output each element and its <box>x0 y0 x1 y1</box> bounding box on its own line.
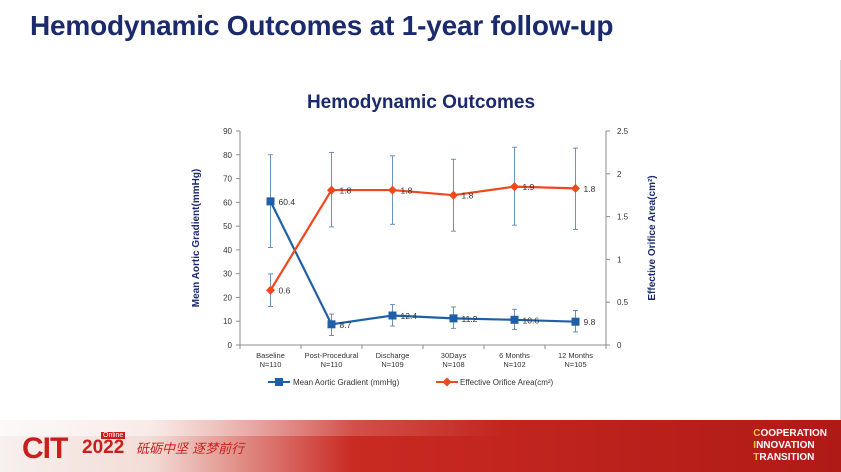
gradient-data-label: 11.2 <box>462 314 478 324</box>
cit-slogan: 砥砺中坚 逐梦前行 <box>136 442 245 457</box>
cit-logo-year: 2022 <box>82 437 125 458</box>
eoa-data-label: 1.8 <box>401 186 413 196</box>
left-tick-label: 30 <box>223 270 232 279</box>
gradient-point <box>571 317 580 326</box>
right-tick-label: 0 <box>617 341 622 350</box>
legend-eoa-marker <box>442 377 452 387</box>
eoa-data-label: 1.9 <box>523 182 535 192</box>
left-tick-label: 90 <box>223 127 232 136</box>
gradient-point <box>449 314 458 323</box>
eoa-point <box>266 285 275 295</box>
gradient-data-label: 9.8 <box>584 317 596 327</box>
eoa-data-label: 1.8 <box>340 186 352 196</box>
x-tick-n-label: N=108 <box>442 360 464 369</box>
left-tick-label: 0 <box>228 341 233 350</box>
right-tick-label: 2.5 <box>617 127 629 136</box>
tagline-innovation-cap: I <box>753 440 757 451</box>
tagline-innovation: INNOVATION <box>753 440 827 452</box>
eoa-data-label: 1.8 <box>584 184 596 194</box>
eoa-point <box>327 185 336 195</box>
tagline-innovation-rest: NNOVATION <box>756 440 815 451</box>
footer-tagline: COOPERATION INNOVATION TRANSITION <box>753 428 827 464</box>
right-axis-title: Effective Orifice Area(cm²) <box>647 175 658 300</box>
x-tick-label: Baseline <box>256 351 285 360</box>
tagline-cooperation-rest: OOPERATION <box>760 428 827 439</box>
x-tick-label: Discharge <box>376 351 410 360</box>
plot-area: 010203040506070809000.511.522.5BaselineN… <box>191 127 658 387</box>
tagline-cooperation-cap: C <box>753 428 761 439</box>
tagline-cooperation: COOPERATION <box>753 428 827 440</box>
right-tick-label: 1 <box>617 255 622 264</box>
gradient-point <box>388 311 397 320</box>
gradient-data-label: 12.4 <box>401 311 418 321</box>
left-tick-label: 60 <box>223 198 232 207</box>
gradient-point <box>266 197 275 206</box>
x-tick-n-label: N=110 <box>321 360 343 369</box>
eoa-point <box>571 183 580 193</box>
x-tick-n-label: N=109 <box>381 360 403 369</box>
cit-logo: CIT <box>22 432 68 465</box>
right-tick-label: 1.5 <box>617 213 629 222</box>
hemodynamic-chart: Hemodynamic Outcomes 0102030405060708090… <box>191 92 658 387</box>
x-tick-label: 12 Months <box>558 351 593 360</box>
legend-gradient-label: Mean Aortic Gradient (mmHg) <box>293 378 400 387</box>
left-tick-label: 40 <box>223 246 232 255</box>
gradient-point <box>510 315 519 324</box>
footer-banner <box>0 420 841 472</box>
tagline-transition-rest: RANSITION <box>759 452 815 463</box>
x-tick-n-label: N=102 <box>503 360 525 369</box>
left-tick-label: 50 <box>223 222 232 231</box>
left-tick-label: 70 <box>223 175 232 184</box>
left-tick-label: 10 <box>223 317 232 326</box>
eoa-data-label: 1.8 <box>462 191 474 201</box>
slide-title: Hemodynamic Outcomes at 1-year follow-up <box>30 10 614 41</box>
gradient-data-label: 8.7 <box>340 320 352 330</box>
right-tick-label: 0.5 <box>617 298 629 307</box>
left-tick-label: 20 <box>223 293 232 302</box>
legend-eoa-label: Effective Orifice Area(cm²) <box>460 378 554 387</box>
eoa-point <box>510 182 519 192</box>
eoa-data-label: 0.6 <box>279 286 291 296</box>
gradient-data-label: 60.4 <box>279 197 296 207</box>
gradient-point <box>327 320 336 329</box>
tagline-transition: TRANSITION <box>753 452 827 464</box>
eoa-point <box>449 190 458 200</box>
x-tick-n-label: N=105 <box>564 360 586 369</box>
x-tick-label: 30Days <box>441 351 467 360</box>
eoa-series-line <box>269 185 576 291</box>
x-tick-label: Post-Procedural <box>305 351 359 360</box>
legend-gradient-marker <box>275 378 283 386</box>
x-tick-n-label: N=110 <box>260 360 282 369</box>
gradient-data-label: 10.6 <box>523 315 540 325</box>
right-tick-label: 2 <box>617 170 622 179</box>
chart-title: Hemodynamic Outcomes <box>307 92 535 113</box>
tagline-transition-cap: T <box>753 452 760 463</box>
x-tick-label: 6 Months <box>499 351 530 360</box>
eoa-point <box>388 185 397 195</box>
left-tick-label: 80 <box>223 151 232 160</box>
left-axis-title: Mean Aortic Gradient(mmHg) <box>191 169 202 308</box>
gradient-series-line <box>269 200 576 326</box>
cit-logo-online: Online <box>101 432 126 439</box>
